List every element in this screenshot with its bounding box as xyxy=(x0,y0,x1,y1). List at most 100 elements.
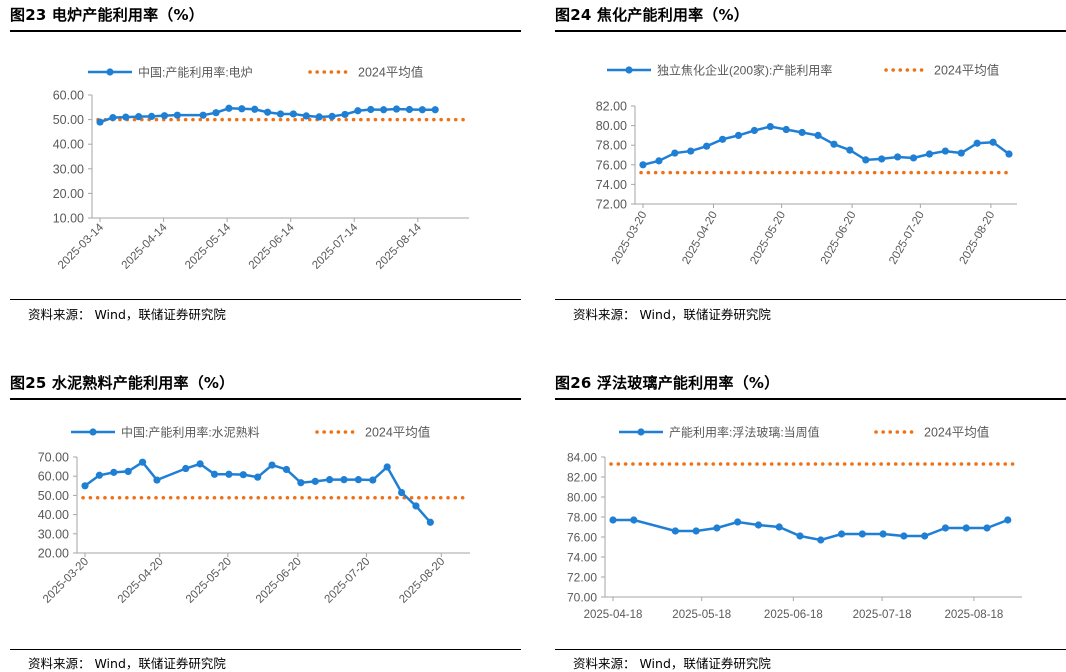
data-point xyxy=(796,532,804,540)
data-point xyxy=(153,476,161,484)
legend-series-marker xyxy=(106,68,114,76)
data-point xyxy=(297,479,305,487)
data-point xyxy=(989,138,997,146)
data-point xyxy=(798,128,806,137)
x-tick-label: 2025-04-20 xyxy=(116,556,166,606)
data-point xyxy=(225,104,233,112)
legend-average-label: 2024平均值 xyxy=(934,63,999,78)
panel-24: 图24 焦化产能利用率（%） 72.00 74.00 76.00 78.00 80.00… xyxy=(555,0,1066,330)
data-point xyxy=(431,106,439,114)
data-point xyxy=(703,142,711,150)
panel-25: 图25 水泥熟料产能利用率（%） 20.00 30.00 40.00 50.00 60.… xyxy=(10,368,521,672)
data-point xyxy=(110,468,118,476)
panel-23: 图23 电炉产能利用率（%） 10.00 20.00 30.00 40.00 50.00… xyxy=(10,0,521,330)
source-note: 资料来源： Wind，联储证券研究院 xyxy=(573,656,771,671)
data-point xyxy=(858,530,866,538)
legend-series-marker xyxy=(637,428,645,436)
chart-23: 10.00 20.00 30.00 40.00 50.00 60.00 2025-03-14… xyxy=(53,65,469,272)
data-point xyxy=(182,464,190,473)
data-point xyxy=(718,135,727,143)
legend-average-label: 2024平均值 xyxy=(924,425,989,440)
legend-series-marker xyxy=(625,66,633,74)
data-point xyxy=(315,113,323,121)
data-point xyxy=(81,482,89,490)
y-tick-label: 10.00 xyxy=(53,212,84,226)
data-point xyxy=(212,109,220,117)
data-point xyxy=(655,157,663,165)
y-tick-label: 60.00 xyxy=(53,89,84,103)
chart-26: 70.00 72.00 74.00 76.00 78.00 80.00 82.00 84.00… xyxy=(567,425,1022,621)
y-tick-label: 82.00 xyxy=(567,471,597,485)
source-rule xyxy=(10,299,521,300)
y-tick-label: 78.00 xyxy=(596,139,627,153)
y-tick-label: 70.00 xyxy=(38,451,69,465)
data-point xyxy=(687,147,695,155)
source-note: 资料来源： Wind，联储证券研究院 xyxy=(28,307,226,322)
data-point xyxy=(957,149,965,157)
data-point xyxy=(671,527,679,535)
x-tick-label: 2025-06-20 xyxy=(819,210,859,267)
data-point xyxy=(639,161,647,169)
x-tick-label: 2025-07-14 xyxy=(310,221,361,272)
y-tick-label: 60.00 xyxy=(38,470,69,484)
chart-title: 图23 电炉产能利用率（%） xyxy=(10,6,204,24)
data-point xyxy=(135,113,143,121)
data-point xyxy=(199,111,207,119)
x-tick-label: 2025-04-14 xyxy=(120,221,171,272)
data-point xyxy=(239,471,247,479)
data-point xyxy=(354,476,362,484)
x-tick-label: 2025-07-20 xyxy=(322,556,372,606)
data-point xyxy=(276,110,285,118)
legend-average-label: 2024平均值 xyxy=(358,65,423,80)
chart-title: 图26 浮法玻璃产能利用率（%） xyxy=(555,374,780,392)
data-point xyxy=(196,460,204,468)
data-point xyxy=(426,518,434,526)
data-point xyxy=(418,106,426,114)
x-tick-label: 2025-07-18 xyxy=(853,609,912,621)
data-point xyxy=(609,516,617,524)
data-point xyxy=(817,536,825,544)
x-tick-label: 2025-08-20 xyxy=(397,556,447,606)
chart-25: 20.00 30.00 40.00 50.00 60.00 70.00 2025-03-20… xyxy=(38,425,470,606)
y-tick-label: 20.00 xyxy=(53,187,84,201)
data-point xyxy=(96,118,104,126)
data-point xyxy=(289,110,297,118)
data-point xyxy=(392,105,401,113)
x-tick-label: 2025-08-14 xyxy=(374,221,425,272)
data-point xyxy=(254,473,262,481)
legend-series-label: 产能利用率:浮法玻璃:当周值 xyxy=(669,425,820,440)
data-point xyxy=(878,155,886,163)
data-point xyxy=(397,488,406,497)
data-point xyxy=(95,471,103,479)
data-point xyxy=(124,467,132,475)
data-point xyxy=(328,112,336,121)
data-point xyxy=(147,112,156,121)
source-note: 资料来源： Wind，联储证券研究院 xyxy=(28,656,226,671)
data-point xyxy=(713,524,721,532)
y-tick-label: 30.00 xyxy=(38,527,69,541)
data-point xyxy=(340,476,348,484)
data-point xyxy=(326,476,334,484)
y-tick-label: 72.00 xyxy=(567,571,597,585)
y-tick-label: 74.00 xyxy=(596,178,627,192)
x-tick-label: 2025-05-20 xyxy=(748,209,788,266)
data-point xyxy=(341,110,349,119)
title-rule xyxy=(10,30,521,32)
data-point xyxy=(369,476,377,484)
x-tick-label: 2025-05-14 xyxy=(183,221,234,272)
data-point xyxy=(282,465,291,474)
source-note: 资料来源： Wind，联储证券研究院 xyxy=(573,307,771,322)
data-point xyxy=(983,524,991,532)
x-tick-label: 2025-04-18 xyxy=(584,609,643,621)
data-point xyxy=(238,105,246,113)
legend-average-label: 2024平均值 xyxy=(365,425,430,440)
data-point xyxy=(962,524,970,532)
x-tick-label: 2025-03-14 xyxy=(56,221,107,272)
data-point xyxy=(1004,516,1012,524)
data-point xyxy=(210,470,219,478)
data-point xyxy=(973,139,981,147)
data-point xyxy=(268,461,276,469)
data-point xyxy=(766,122,774,131)
x-tick-label: 2025-05-18 xyxy=(672,609,731,621)
data-point xyxy=(264,108,272,116)
